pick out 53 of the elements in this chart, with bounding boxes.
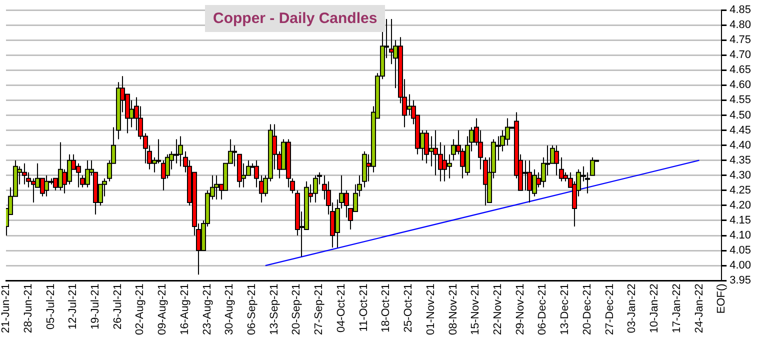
x-tick-label: 27-Sep-21 <box>313 284 326 336</box>
x-tick-label: 13-Dec-21 <box>559 284 572 335</box>
y-tick-label: 4.40 <box>730 139 752 152</box>
y-tick-label: 4.60 <box>730 79 752 92</box>
x-tick-label: 18-Oct-21 <box>380 284 392 333</box>
x-tick-label: 24-Jan-22 <box>693 284 706 334</box>
x-tick-label: 28-Jun-21 <box>22 284 34 334</box>
x-tick-label: 03-Jan-22 <box>626 284 638 334</box>
x-tick-label: 08-Nov-21 <box>447 284 460 335</box>
y-tick-label: 4.70 <box>730 49 752 62</box>
y-tick-label: 4.25 <box>730 184 752 196</box>
chart-title: Copper - Daily Candles <box>205 5 386 32</box>
x-tick-label: 10-Jan-22 <box>648 284 661 334</box>
x-tick-label: 30-Aug-21 <box>224 284 236 336</box>
x-tick-label: 09-Aug-21 <box>156 284 169 336</box>
x-tick-label: 27-Dec-21 <box>604 284 616 335</box>
x-tick-label: 22-Nov-21 <box>492 284 504 335</box>
x-tick-label: 12-Jul-21 <box>67 284 80 330</box>
y-tick-label: 4.50 <box>730 109 752 122</box>
y-tick-label: 4.35 <box>730 154 752 166</box>
x-tick-label: 05-Jul-21 <box>44 284 57 330</box>
x-tick-label: 19-Jul-21 <box>89 284 102 330</box>
y-tick-label: 4.55 <box>730 94 752 106</box>
y-tick-label: 4.30 <box>730 169 752 182</box>
x-tick-label: 26-Jul-21 <box>112 284 124 330</box>
y-tick-label: 4.20 <box>730 199 752 212</box>
x-tick-label: 02-Aug-21 <box>134 284 146 336</box>
x-tick-label: 21-Jun-21 <box>0 284 12 334</box>
y-tick-label: 3.95 <box>730 274 752 287</box>
x-tick-label: 29-Nov-21 <box>514 284 526 335</box>
x-tick-label: 25-Oct-21 <box>402 284 415 333</box>
y-tick-label: 4.05 <box>730 244 752 257</box>
x-tick-label: 06-Sep-21 <box>246 284 258 336</box>
y-tick-label: 4.15 <box>730 214 752 227</box>
y-tick-label: 4.45 <box>730 124 752 136</box>
x-tick-label: 01-Nov-21 <box>424 284 437 335</box>
x-tick-label: 16-Aug-21 <box>178 284 191 336</box>
x-tick-label: 04-Oct-21 <box>335 284 348 333</box>
y-tick-label: 4.75 <box>730 34 752 46</box>
x-tick-label: EOF() <box>716 284 728 314</box>
x-tick-label: 20-Dec-21 <box>581 284 594 335</box>
x-tick-label: 11-Oct-21 <box>358 284 370 332</box>
y-tick-label: 4.10 <box>730 230 752 242</box>
y-tick-label: 4.85 <box>730 4 752 16</box>
x-tick-label: 06-Dec-21 <box>536 284 549 335</box>
x-tick-label: 23-Aug-21 <box>201 284 214 336</box>
x-tick-label: 17-Jan-22 <box>670 284 683 334</box>
y-tick-label: 4.00 <box>730 260 752 272</box>
x-tick-label: 20-Sep-21 <box>290 284 303 336</box>
y-tick-label: 4.80 <box>730 19 752 32</box>
y-tick-label: 4.65 <box>730 64 752 76</box>
x-tick-label: 13-Sep-21 <box>268 284 280 336</box>
x-tick-label: 15-Nov-21 <box>470 284 482 335</box>
